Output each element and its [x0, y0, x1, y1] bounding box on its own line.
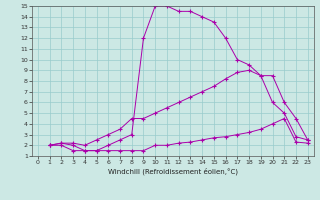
X-axis label: Windchill (Refroidissement éolien,°C): Windchill (Refroidissement éolien,°C): [108, 168, 238, 175]
